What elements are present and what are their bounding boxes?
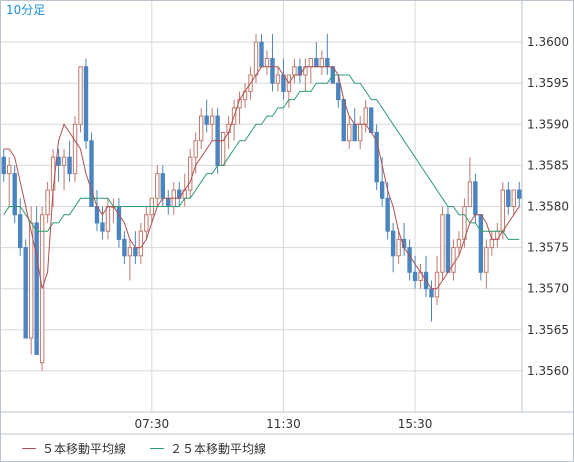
candle-body <box>270 58 275 84</box>
legend-ma5-label: ５本移動平均線 <box>42 442 127 456</box>
candle-body <box>23 247 28 339</box>
candle-body <box>440 214 445 273</box>
candle-body <box>434 271 440 298</box>
y-tick-label: 1.3560 <box>527 364 569 378</box>
candle-body <box>379 181 385 199</box>
candle-body <box>116 206 122 240</box>
candle-body <box>78 66 83 125</box>
ma25-line <box>3 74 520 240</box>
candle-body <box>7 164 12 175</box>
y-tick-label: 1.3590 <box>527 117 569 131</box>
candle-body <box>61 156 67 166</box>
candle-body <box>166 197 171 207</box>
moving-averages <box>3 66 520 290</box>
candle-body <box>314 58 319 68</box>
candle-body <box>127 247 133 257</box>
candle-body <box>45 189 50 216</box>
candle-body <box>155 173 160 199</box>
candle-body <box>478 214 484 273</box>
candle-body <box>198 115 204 142</box>
candle-body <box>204 115 209 125</box>
candle-body <box>12 173 17 216</box>
candle-body <box>253 41 259 76</box>
candle-body <box>374 132 379 183</box>
candle-body <box>160 173 165 199</box>
candle-body <box>100 222 105 232</box>
x-tick-label: 11:30 <box>266 417 301 431</box>
candle-body <box>34 222 39 355</box>
candle-body <box>407 247 412 273</box>
legend-ma5-swatch <box>22 448 36 449</box>
candle-body <box>489 238 495 249</box>
candle-body <box>325 58 330 68</box>
candle-body <box>319 58 325 68</box>
candle-body <box>358 123 363 142</box>
candle-body <box>259 41 264 68</box>
candle-body <box>264 58 270 68</box>
legend-ma25-swatch <box>150 448 164 449</box>
candle-body <box>72 123 78 175</box>
candle-body <box>506 189 511 207</box>
candle-body <box>347 123 352 142</box>
candle-body <box>467 181 473 207</box>
x-tick-label: 07:30 <box>135 417 170 431</box>
candles <box>1 33 522 371</box>
candle-body <box>363 107 368 125</box>
y-tick-label: 1.3600 <box>527 35 569 49</box>
candle-body <box>396 238 401 257</box>
candle-body <box>484 247 489 273</box>
candle-body <box>28 222 34 339</box>
candle-body <box>412 271 418 281</box>
candle-body <box>105 206 111 232</box>
timeframe-label: 10分足 <box>6 3 45 17</box>
axes: 1.3600 1.3595 1.3590 1.3585 1.3580 1.3575 1.35… <box>1 1 573 435</box>
y-tick-label: 1.3595 <box>527 76 569 90</box>
y-tick-label: 1.3565 <box>527 323 569 337</box>
candle-body <box>193 140 198 158</box>
candle-body <box>368 107 374 134</box>
candle-body <box>188 156 193 191</box>
candle-body <box>473 181 478 216</box>
legend-ma5: ５本移動平均線 <box>22 440 126 457</box>
legend-ma25-label: ２５本移動平均線 <box>170 442 267 456</box>
candle-body <box>445 214 451 273</box>
candle-body <box>451 247 456 273</box>
candle-body <box>144 214 149 232</box>
candle-body <box>511 189 516 207</box>
candle-body <box>89 140 94 208</box>
candle-body <box>83 66 89 142</box>
legend-ma25: ２５本移動平均線 <box>150 440 266 457</box>
candle-body <box>292 66 297 76</box>
candle-body <box>50 156 56 191</box>
candle-body <box>456 238 462 249</box>
y-tick-label: 1.3580 <box>527 200 569 214</box>
candle-body <box>209 115 215 125</box>
candle-body <box>133 247 138 257</box>
candle-body <box>341 99 346 142</box>
candle-body <box>122 238 127 257</box>
y-tick-label: 1.3585 <box>527 158 569 172</box>
candle-body <box>56 156 61 166</box>
y-tick-label: 1.3570 <box>527 282 569 296</box>
candle-body <box>352 123 357 142</box>
candle-body <box>336 82 341 101</box>
ma5-line <box>3 66 520 290</box>
candle-body <box>500 189 506 232</box>
candle-body <box>517 189 522 199</box>
candle-body <box>308 58 314 68</box>
candle-body <box>17 214 23 249</box>
candle-body <box>67 156 72 175</box>
candle-body <box>275 74 281 84</box>
candle-body <box>1 156 6 175</box>
candle-body <box>390 230 396 257</box>
candle-body <box>429 288 434 298</box>
candle-body <box>220 132 226 166</box>
candle-body <box>385 197 390 232</box>
candle-body <box>138 230 144 257</box>
y-tick-label: 1.3575 <box>527 241 569 255</box>
grid-lines <box>1 1 522 412</box>
x-tick-label: 15:30 <box>398 417 433 431</box>
